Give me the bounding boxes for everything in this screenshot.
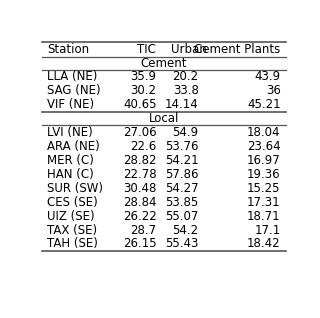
Text: 18.71: 18.71: [247, 210, 281, 223]
Text: 26.22: 26.22: [123, 210, 156, 223]
Text: 18.04: 18.04: [247, 126, 281, 139]
Text: Urban: Urban: [171, 43, 207, 56]
Text: TAX (SE): TAX (SE): [47, 224, 98, 237]
Text: 36: 36: [266, 84, 281, 97]
Text: 35.9: 35.9: [131, 71, 156, 83]
Text: 15.25: 15.25: [247, 182, 281, 195]
Text: Station: Station: [47, 43, 90, 56]
Text: TIC: TIC: [137, 43, 156, 56]
Text: ARA (NE): ARA (NE): [47, 140, 100, 153]
Text: 28.82: 28.82: [123, 154, 156, 167]
Text: 16.97: 16.97: [247, 154, 281, 167]
Text: 20.2: 20.2: [172, 71, 199, 83]
Text: MER (C): MER (C): [47, 154, 94, 167]
Text: HAN (C): HAN (C): [47, 168, 94, 181]
Text: 53.76: 53.76: [165, 140, 199, 153]
Text: SUR (SW): SUR (SW): [47, 182, 103, 195]
Text: VIF (NE): VIF (NE): [47, 98, 95, 111]
Text: SAG (NE): SAG (NE): [47, 84, 101, 97]
Text: TAH (SE): TAH (SE): [47, 238, 98, 251]
Text: 40.65: 40.65: [123, 98, 156, 111]
Text: CES (SE): CES (SE): [47, 196, 98, 209]
Text: 22.78: 22.78: [123, 168, 156, 181]
Text: 22.6: 22.6: [130, 140, 156, 153]
Text: LVI (NE): LVI (NE): [47, 126, 93, 139]
Text: 43.9: 43.9: [254, 71, 281, 83]
Text: 54.9: 54.9: [172, 126, 199, 139]
Text: 57.86: 57.86: [165, 168, 199, 181]
Text: 55.43: 55.43: [165, 238, 199, 251]
Text: 53.85: 53.85: [165, 196, 199, 209]
Text: Local: Local: [149, 112, 179, 125]
Text: 28.7: 28.7: [131, 224, 156, 237]
Text: 54.2: 54.2: [172, 224, 199, 237]
Text: 26.15: 26.15: [123, 238, 156, 251]
Text: 45.21: 45.21: [247, 98, 281, 111]
Text: 30.2: 30.2: [131, 84, 156, 97]
Text: 19.36: 19.36: [247, 168, 281, 181]
Text: 54.27: 54.27: [165, 182, 199, 195]
Text: 17.31: 17.31: [247, 196, 281, 209]
Text: UIZ (SE): UIZ (SE): [47, 210, 95, 223]
Text: 33.8: 33.8: [173, 84, 199, 97]
Text: 14.14: 14.14: [165, 98, 199, 111]
Text: 18.42: 18.42: [247, 238, 281, 251]
Text: LLA (NE): LLA (NE): [47, 71, 98, 83]
Text: 17.1: 17.1: [254, 224, 281, 237]
Text: 55.07: 55.07: [165, 210, 199, 223]
Text: Cement Plants: Cement Plants: [194, 43, 281, 56]
Text: 23.64: 23.64: [247, 140, 281, 153]
Text: 27.06: 27.06: [123, 126, 156, 139]
Text: 54.21: 54.21: [165, 154, 199, 167]
Text: 30.48: 30.48: [123, 182, 156, 195]
Text: Cement: Cement: [141, 57, 187, 70]
Text: 28.84: 28.84: [123, 196, 156, 209]
